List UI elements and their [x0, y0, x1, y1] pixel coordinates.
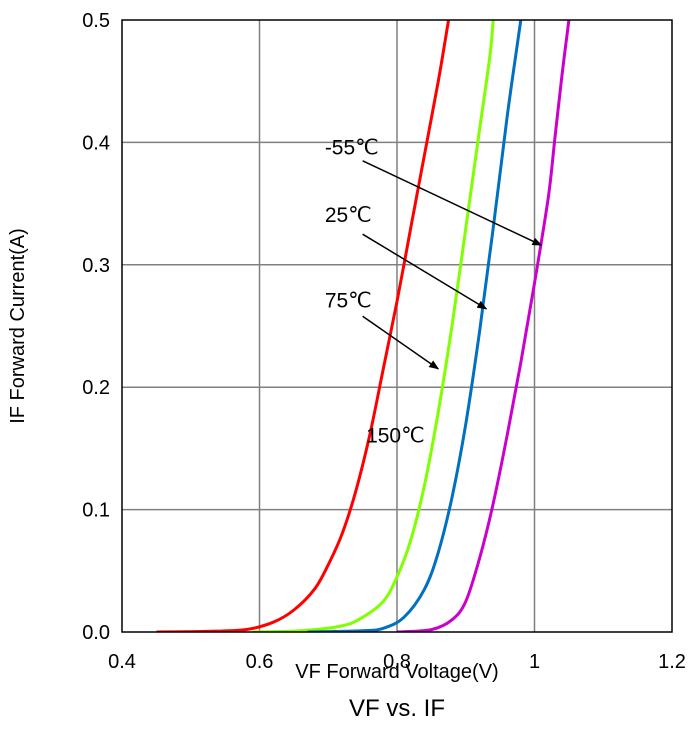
y-tick-label: 0.3 — [82, 255, 110, 277]
annotation-arrow-2 — [362, 315, 440, 370]
annotation-arrow-0 — [362, 160, 543, 246]
x-tick-label: 0.6 — [246, 651, 274, 673]
series-group — [156, 20, 571, 632]
series-line-2 — [307, 20, 523, 632]
annotations-group: -55℃ 25℃ 75℃ 150℃ — [325, 137, 543, 447]
grid-lines — [122, 20, 672, 632]
y-tick-label: 0.5 — [82, 10, 110, 32]
series-line-1 — [252, 20, 495, 632]
x-tick-label: 0.4 — [108, 651, 136, 673]
y-tick-label: 0.2 — [82, 377, 110, 399]
annotation-label-3: 150℃ — [366, 424, 425, 447]
annotation-arrow-1 — [362, 233, 488, 310]
tick-labels: 0.4 0.6 0.8 1 1.2 0.0 0.1 0.2 0.3 0.4 0.5 — [82, 10, 686, 673]
series-line-3 — [396, 20, 571, 632]
annotation-label-1: 25℃ — [325, 204, 372, 227]
chart-title: VF vs. IF — [349, 695, 445, 722]
y-tick-label: 0.0 — [82, 622, 110, 644]
x-axis-title: VF Forward Voltage(V) — [295, 661, 498, 683]
series-line-0 — [156, 20, 451, 632]
x-tick-label: 0.8 — [383, 651, 411, 673]
annotation-label-0: -55℃ — [325, 137, 379, 160]
x-tick-label: 1.2 — [658, 651, 686, 673]
y-axis-title: IF Forward Current(A) — [7, 228, 29, 424]
y-tick-label: 0.4 — [82, 132, 110, 154]
annotation-label-2: 75℃ — [325, 290, 372, 313]
y-tick-label: 0.1 — [82, 500, 110, 522]
x-tick-label: 1 — [529, 651, 540, 673]
plot-border — [121, 19, 673, 633]
